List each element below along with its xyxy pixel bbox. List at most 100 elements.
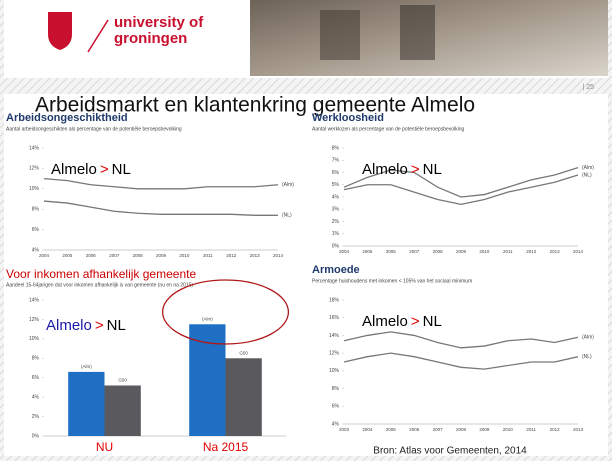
x-tick-label: 2010 bbox=[503, 427, 514, 432]
x-tick-label: 2010 bbox=[479, 249, 490, 254]
x-tick-label: NU bbox=[96, 440, 113, 454]
x-tick-label: 2008 bbox=[456, 427, 467, 432]
y-tick-label: 8% bbox=[32, 356, 40, 362]
bar-label: G50 bbox=[239, 350, 248, 355]
x-tick-label: 2010 bbox=[179, 253, 190, 258]
bar-label: G50 bbox=[118, 378, 127, 383]
y-tick-label: 3% bbox=[332, 207, 340, 213]
y-tick-label: 8% bbox=[32, 207, 40, 213]
x-tick-label: 2004 bbox=[39, 253, 50, 258]
annotation: Almelo>NL bbox=[362, 313, 442, 330]
annotation-part: NL bbox=[112, 161, 131, 178]
chart-title: Arbeidsongeschiktheid bbox=[6, 112, 128, 124]
x-tick-label: 2006 bbox=[86, 253, 97, 258]
annotation: Almelo>NL bbox=[51, 161, 131, 178]
y-tick-label: 4% bbox=[332, 194, 340, 200]
annotation-part: Almelo bbox=[46, 317, 92, 334]
bar-label: (Alm) bbox=[81, 364, 92, 369]
annotation-part: > bbox=[411, 161, 420, 178]
bar bbox=[105, 385, 141, 436]
bar-label: (Alm) bbox=[202, 316, 213, 321]
photo-figure bbox=[320, 10, 360, 60]
x-tick-label: 2009 bbox=[456, 249, 467, 254]
y-tick-label: 6% bbox=[332, 170, 340, 176]
annotation-part: NL bbox=[107, 317, 126, 334]
bar bbox=[68, 372, 104, 436]
y-tick-label: 14% bbox=[329, 333, 340, 339]
y-tick-label: 5% bbox=[332, 182, 340, 188]
x-tick-label: 2007 bbox=[109, 253, 120, 258]
y-tick-label: 6% bbox=[332, 404, 340, 410]
chart-subtitle: Aantal arbeidsongeschikten als percentag… bbox=[6, 126, 182, 132]
x-tick-label: 2004 bbox=[362, 427, 373, 432]
x-tick-label: 2003 bbox=[339, 427, 350, 432]
series-label: (Alm) bbox=[582, 335, 594, 341]
x-tick-label: 2006 bbox=[386, 249, 397, 254]
series-label: (Alm) bbox=[282, 182, 294, 188]
x-tick-label: 2013 bbox=[573, 427, 584, 432]
annotation-part: Almelo bbox=[362, 313, 408, 330]
x-tick-label: 2005 bbox=[62, 253, 73, 258]
y-tick-label: 7% bbox=[332, 158, 340, 164]
y-tick-label: 8% bbox=[332, 386, 340, 392]
y-tick-label: 10% bbox=[29, 336, 40, 342]
x-tick-label: Na 2015 bbox=[203, 440, 249, 454]
y-tick-label: 12% bbox=[329, 350, 340, 356]
series-label: (Alm) bbox=[582, 165, 594, 171]
source-note: Bron: Atlas voor Gemeenten, 2014 bbox=[373, 446, 527, 457]
series-label: (NL) bbox=[582, 354, 592, 360]
chart-title: Armoede bbox=[312, 264, 360, 276]
annotation-part: NL bbox=[423, 161, 442, 178]
x-tick-label: 2011 bbox=[503, 249, 513, 254]
x-tick-label: 2012 bbox=[226, 253, 237, 258]
photo-figure bbox=[400, 5, 435, 60]
annotation: Almelo>NL bbox=[362, 161, 442, 178]
y-tick-label: 4% bbox=[32, 394, 40, 400]
y-tick-label: 1% bbox=[332, 231, 340, 237]
y-tick-label: 14% bbox=[29, 145, 40, 151]
x-tick-label: 2013 bbox=[550, 249, 561, 254]
x-tick-label: 2013 bbox=[250, 253, 261, 258]
x-tick-label: 2009 bbox=[479, 427, 490, 432]
y-tick-label: 12% bbox=[29, 166, 40, 172]
chart-title: Werkloosheid bbox=[312, 112, 384, 124]
logo-text: university of bbox=[114, 14, 204, 31]
annotation-part: > bbox=[95, 317, 104, 334]
y-tick-label: 0% bbox=[32, 433, 40, 439]
x-tick-label: 2011 bbox=[203, 253, 213, 258]
slide: university of groningen | 25 Arbeidsmark… bbox=[0, 0, 612, 461]
logo-crest bbox=[48, 12, 72, 50]
page-number: | 25 bbox=[582, 84, 594, 91]
x-tick-label: 2006 bbox=[409, 427, 420, 432]
x-tick-label: 2014 bbox=[273, 253, 284, 258]
y-tick-label: 2% bbox=[332, 219, 340, 225]
y-tick-label: 6% bbox=[32, 227, 40, 233]
y-tick-label: 6% bbox=[32, 375, 40, 381]
x-tick-label: 2007 bbox=[409, 249, 420, 254]
x-tick-label: 2004 bbox=[339, 249, 350, 254]
x-tick-label: 2008 bbox=[433, 249, 444, 254]
y-tick-label: 8% bbox=[332, 145, 340, 151]
y-tick-label: 10% bbox=[29, 186, 40, 192]
chart-subtitle: Aandeel 15-64jarigen dat voor inkomen af… bbox=[6, 282, 193, 288]
y-tick-label: 14% bbox=[29, 297, 40, 303]
x-tick-label: 2011 bbox=[526, 427, 536, 432]
x-tick-label: 2009 bbox=[156, 253, 167, 258]
x-tick-label: 2007 bbox=[433, 427, 444, 432]
y-tick-label: 10% bbox=[329, 368, 340, 374]
y-tick-label: 12% bbox=[29, 317, 40, 323]
y-tick-label: 2% bbox=[32, 414, 40, 420]
annotation-part: > bbox=[100, 161, 109, 178]
annotation-part: NL bbox=[423, 313, 442, 330]
x-tick-label: 2005 bbox=[362, 249, 373, 254]
annotation-part: Almelo bbox=[51, 161, 97, 178]
x-tick-label: 2014 bbox=[573, 249, 584, 254]
annotation-part: Almelo bbox=[362, 161, 408, 178]
y-tick-label: 18% bbox=[329, 297, 340, 303]
annotation-part: > bbox=[411, 313, 420, 330]
x-tick-label: 2012 bbox=[526, 249, 537, 254]
annotation: Almelo>NL bbox=[46, 317, 126, 334]
x-tick-label: 2005 bbox=[386, 427, 397, 432]
x-tick-label: 2012 bbox=[550, 427, 561, 432]
y-tick-label: 16% bbox=[329, 315, 340, 321]
